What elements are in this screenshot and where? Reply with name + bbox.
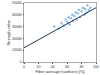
svg-text:Strength value: Strength value — [6, 19, 11, 46]
svg-text:50000: 50000 — [12, 1, 22, 5]
svg-text:0: 0 — [23, 65, 25, 69]
svg-text:0: 0 — [20, 60, 22, 64]
svg-text:20: 20 — [36, 65, 40, 69]
svg-text:60: 60 — [65, 65, 69, 69]
svg-text:40000: 40000 — [12, 13, 22, 17]
svg-text:Fiber average hardness [%]: Fiber average hardness [%] — [35, 69, 84, 74]
svg-text:80: 80 — [80, 65, 84, 69]
svg-text:30000: 30000 — [12, 25, 22, 29]
svg-text:10000: 10000 — [12, 48, 22, 52]
svg-text:20000: 20000 — [12, 37, 22, 41]
svg-text:100: 100 — [93, 65, 99, 69]
svg-text:40: 40 — [51, 65, 55, 69]
